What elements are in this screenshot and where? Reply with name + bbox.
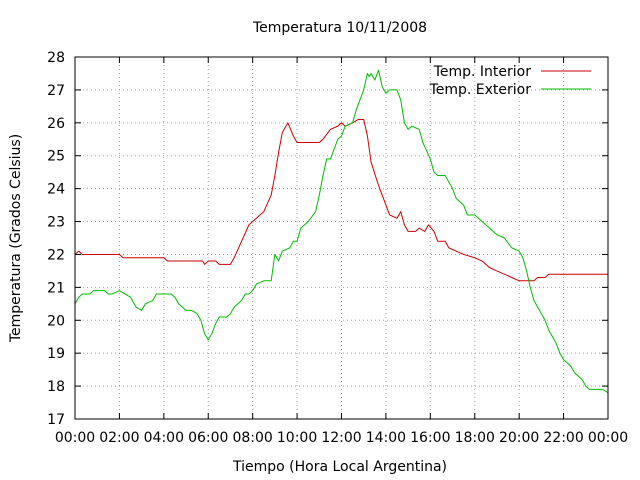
y-tick-label: 27 xyxy=(47,83,65,99)
series-line-interior xyxy=(74,119,608,282)
y-tick-label: 20 xyxy=(47,313,65,329)
x-tick-label: 16:00 xyxy=(410,430,450,446)
x-tick-label: 08:00 xyxy=(232,430,272,446)
x-tick-label: 10:00 xyxy=(277,430,317,446)
x-axis: 00:00 02:00 04:00 06:00 08:00 10:00 12:00 14:00… xyxy=(55,57,628,446)
x-tick-label: 20:00 xyxy=(499,430,539,446)
legend: Temp. Interior Temp. Exterior xyxy=(429,64,591,98)
y-tick-label: 26 xyxy=(47,116,65,132)
y-tick-label: 23 xyxy=(47,215,65,231)
legend-label: Temp. Interior xyxy=(433,64,532,80)
x-tick-label: 14:00 xyxy=(366,430,406,446)
x-tick-label: 12:00 xyxy=(321,430,361,446)
series-lines xyxy=(74,69,609,394)
series-line-exterior xyxy=(74,69,609,394)
chart-title: Temperatura 10/11/2008 xyxy=(252,20,427,36)
legend-label: Temp. Exterior xyxy=(429,82,532,98)
y-tick-label: 24 xyxy=(47,182,65,198)
x-tick-label: 00:00 xyxy=(55,430,95,446)
plot-frame xyxy=(74,56,609,420)
y-tick-label: 21 xyxy=(47,280,65,296)
y-tick-label: 19 xyxy=(47,346,65,362)
y-axis: 17 18 19 20 21 22 23 24 25 26 27 28 xyxy=(47,50,608,428)
y-tick-label: 18 xyxy=(47,379,65,395)
y-tick-label: 17 xyxy=(47,412,65,428)
y-tick-label: 22 xyxy=(47,247,65,263)
y-axis-label: Temperatura (Grados Celsius) xyxy=(8,134,24,343)
y-tick-label: 25 xyxy=(47,149,65,165)
grid xyxy=(75,57,608,419)
x-tick-label: 00:00 xyxy=(588,430,628,446)
y-tick-label: 28 xyxy=(47,50,65,66)
x-tick-label: 18:00 xyxy=(455,430,495,446)
x-tick-label: 04:00 xyxy=(144,430,184,446)
x-tick-label: 22:00 xyxy=(543,430,583,446)
x-axis-label: Tiempo (Hora Local Argentina) xyxy=(232,459,447,475)
x-tick-label: 02:00 xyxy=(99,430,139,446)
x-tick-label: 06:00 xyxy=(188,430,228,446)
